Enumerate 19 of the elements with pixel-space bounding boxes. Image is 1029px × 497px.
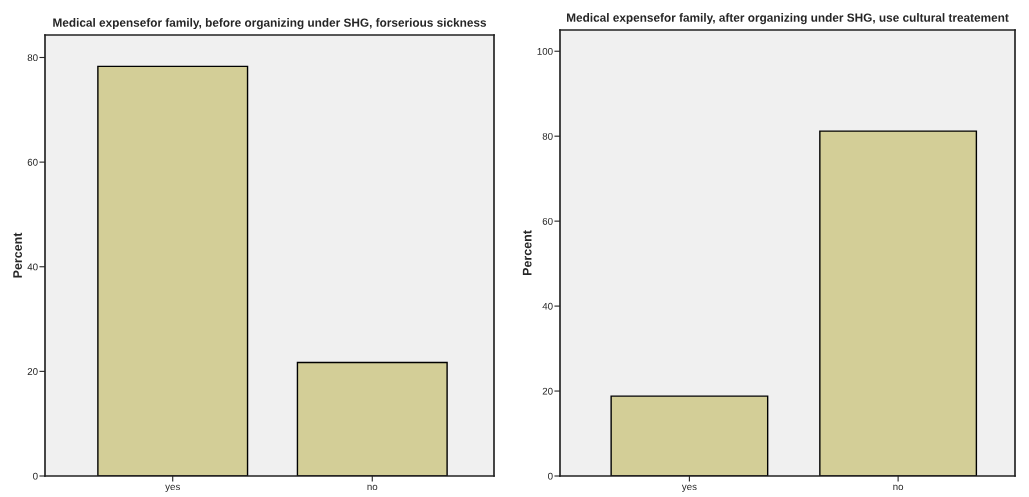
y-tick-label: 60 bbox=[542, 217, 553, 225]
x-tick-label: yes bbox=[165, 484, 180, 493]
y-tick-label: 80 bbox=[27, 54, 38, 62]
y-tick-label: 80 bbox=[542, 132, 553, 140]
y-tick-label: 20 bbox=[27, 368, 38, 375]
y-tick-label: 60 bbox=[27, 158, 38, 166]
x-tick-label: no bbox=[367, 484, 378, 491]
y-axis-title: Percent bbox=[13, 232, 22, 278]
y-axis-title: Percent bbox=[522, 230, 532, 276]
y-tick-label: 40 bbox=[27, 263, 38, 271]
y-tick-label: 100 bbox=[537, 47, 553, 55]
x-tick-label: no bbox=[893, 484, 904, 491]
y-tick-label: 0 bbox=[33, 472, 38, 480]
y-tick-label: 20 bbox=[542, 387, 553, 395]
y-tick-label: 0 bbox=[548, 472, 553, 480]
chart-title: Medical expensefor family, before organizing under SHG, forserious sickness bbox=[53, 18, 487, 30]
y-tick-label: 40 bbox=[542, 302, 553, 310]
x-tick-label: yes bbox=[681, 484, 697, 493]
chart-title: Medical expensefor family, after organizing under SHG, use cultural treatement bbox=[567, 13, 1009, 25]
